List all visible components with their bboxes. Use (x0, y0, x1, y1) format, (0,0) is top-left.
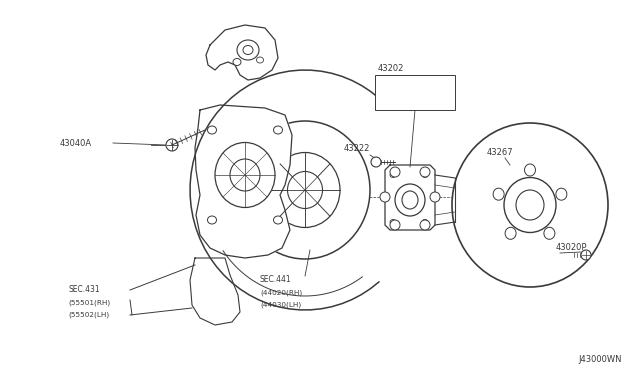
Ellipse shape (505, 227, 516, 239)
Ellipse shape (525, 164, 536, 176)
Ellipse shape (230, 159, 260, 191)
Text: SEC.441: SEC.441 (260, 276, 292, 285)
Ellipse shape (556, 188, 567, 200)
Ellipse shape (493, 188, 504, 200)
Ellipse shape (516, 190, 544, 220)
Ellipse shape (504, 177, 556, 232)
Text: (55501(RH): (55501(RH) (68, 300, 110, 306)
Text: 43040A: 43040A (60, 138, 92, 148)
Ellipse shape (402, 191, 418, 209)
Polygon shape (190, 258, 240, 325)
Ellipse shape (273, 216, 282, 224)
Ellipse shape (395, 184, 425, 216)
Text: (44020(RH): (44020(RH) (260, 290, 302, 296)
Circle shape (420, 167, 430, 177)
Ellipse shape (237, 40, 259, 60)
Polygon shape (195, 105, 292, 258)
Ellipse shape (273, 126, 282, 134)
Polygon shape (385, 165, 435, 230)
Text: 43020P: 43020P (556, 244, 588, 253)
Ellipse shape (390, 173, 396, 177)
Ellipse shape (452, 123, 608, 287)
FancyBboxPatch shape (375, 75, 455, 110)
Ellipse shape (270, 153, 340, 228)
Circle shape (430, 192, 440, 202)
Text: SEC.431: SEC.431 (68, 285, 100, 295)
Ellipse shape (240, 121, 370, 259)
Text: (55502(LH): (55502(LH) (68, 312, 109, 318)
Text: (44030(LH): (44030(LH) (260, 302, 301, 308)
Ellipse shape (233, 58, 241, 65)
Circle shape (166, 139, 178, 151)
Circle shape (390, 220, 400, 230)
Circle shape (420, 220, 430, 230)
Ellipse shape (243, 45, 253, 55)
Ellipse shape (422, 219, 428, 224)
Ellipse shape (544, 227, 555, 239)
Circle shape (390, 167, 400, 177)
Polygon shape (206, 25, 278, 80)
Ellipse shape (390, 219, 396, 224)
Ellipse shape (287, 171, 323, 208)
Text: 43222: 43222 (344, 144, 371, 153)
Ellipse shape (257, 57, 264, 63)
Ellipse shape (207, 126, 216, 134)
Text: 43202: 43202 (378, 64, 404, 73)
Circle shape (380, 192, 390, 202)
Text: 43267: 43267 (487, 148, 514, 157)
Text: J43000WN: J43000WN (578, 356, 621, 365)
Ellipse shape (207, 216, 216, 224)
Ellipse shape (215, 142, 275, 208)
Circle shape (581, 250, 591, 260)
Circle shape (371, 157, 381, 167)
Ellipse shape (422, 173, 428, 177)
